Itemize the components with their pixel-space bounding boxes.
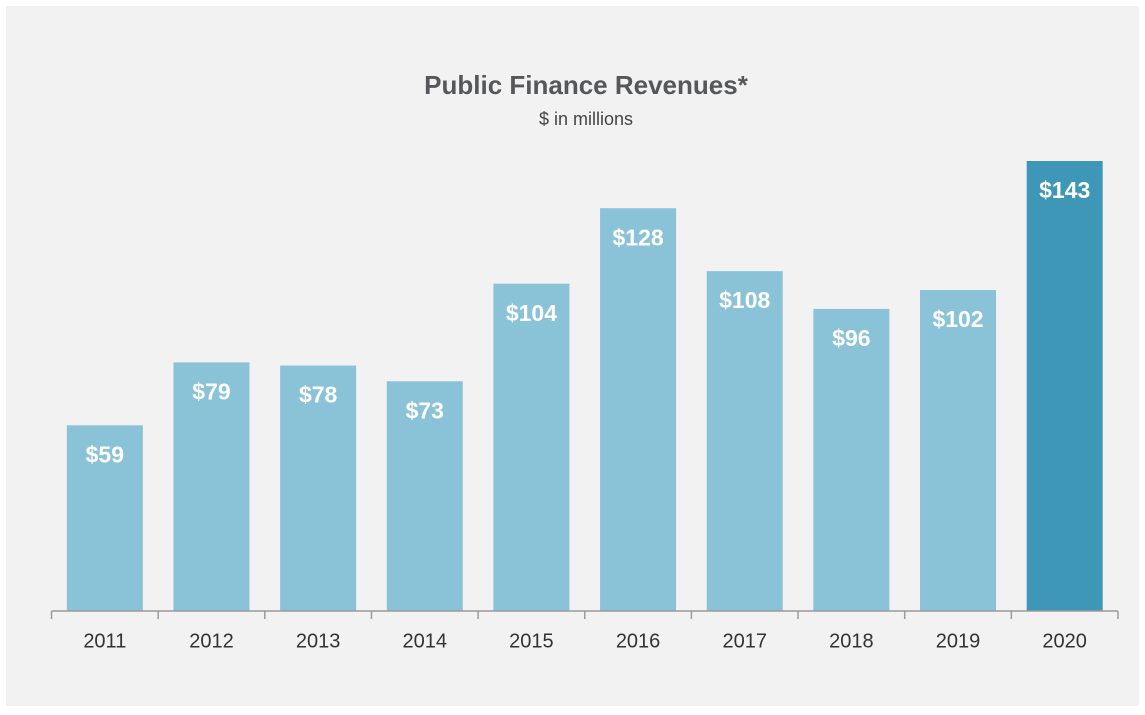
data-label: $108 bbox=[719, 287, 770, 313]
x-tick-label: 2013 bbox=[296, 630, 341, 652]
data-label: $73 bbox=[406, 397, 444, 423]
data-label: $143 bbox=[1039, 177, 1090, 203]
x-tick-label: 2015 bbox=[509, 630, 554, 652]
data-label: $128 bbox=[612, 224, 663, 250]
chart-title: Public Finance Revenues* bbox=[424, 70, 749, 100]
x-tick-label: 2019 bbox=[936, 630, 981, 652]
bar bbox=[1026, 161, 1103, 611]
data-label: $102 bbox=[932, 306, 983, 332]
bar bbox=[493, 283, 570, 611]
x-tick-label: 2012 bbox=[189, 630, 234, 652]
bar bbox=[66, 425, 143, 611]
x-tick-label: 2014 bbox=[403, 630, 448, 652]
x-tick-label: 2011 bbox=[83, 630, 126, 652]
chart-subtitle: $ in millions bbox=[539, 109, 633, 129]
bar bbox=[280, 365, 357, 611]
bar bbox=[386, 381, 463, 611]
data-label: $79 bbox=[192, 378, 230, 404]
bar bbox=[813, 308, 890, 611]
x-tick-label: 2018 bbox=[829, 630, 874, 652]
data-label: $104 bbox=[506, 300, 557, 326]
x-tick-label: 2016 bbox=[616, 630, 661, 652]
x-tick-label: 2020 bbox=[1042, 630, 1087, 652]
bar bbox=[706, 271, 783, 611]
x-tick-label: 2017 bbox=[722, 630, 767, 652]
bar bbox=[173, 362, 250, 611]
bar bbox=[920, 290, 997, 611]
bar bbox=[600, 208, 677, 611]
data-label: $96 bbox=[832, 325, 870, 351]
data-label: $59 bbox=[86, 441, 124, 467]
data-label: $78 bbox=[299, 382, 338, 408]
